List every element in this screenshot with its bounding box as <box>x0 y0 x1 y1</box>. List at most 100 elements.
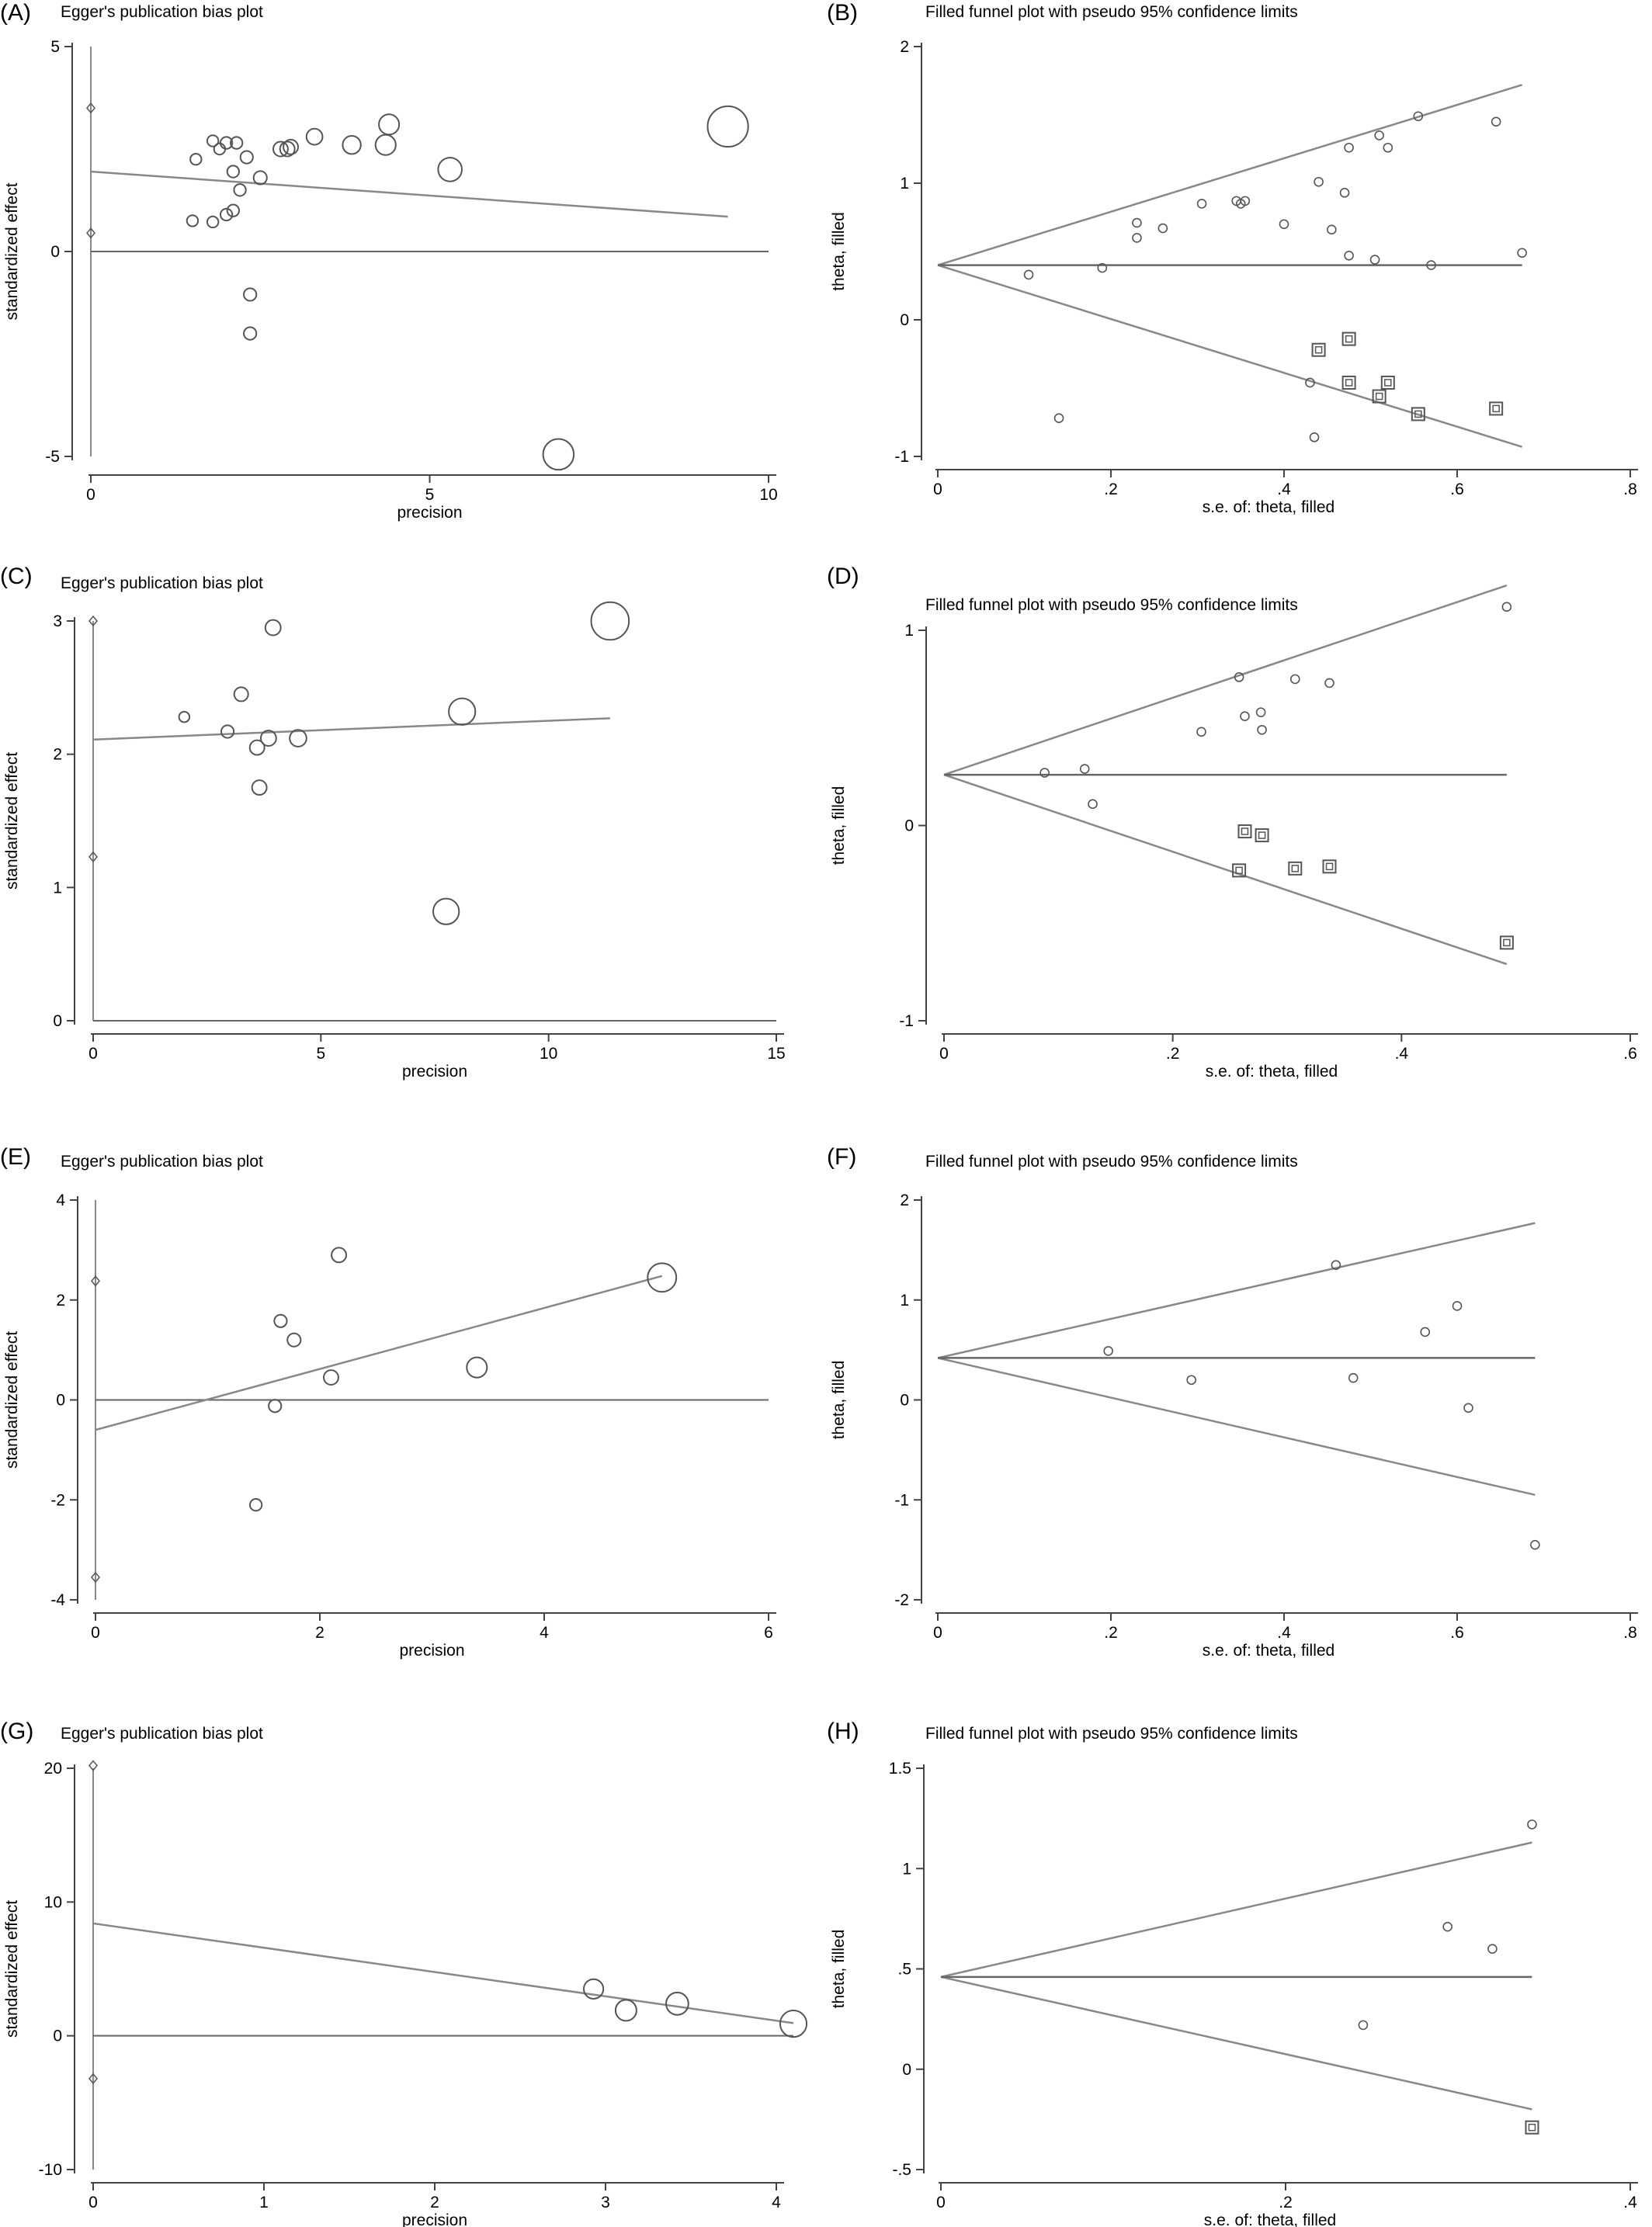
lower-ci-line <box>937 1357 1536 1497</box>
observed-study-point <box>1053 413 1064 424</box>
y-tick-label: 1 <box>900 175 909 193</box>
panel-letter: (G) <box>0 1719 33 1744</box>
study-point <box>264 619 282 637</box>
study-point <box>252 170 268 186</box>
y-axis: 0 1 2 3 standardized effect <box>3 612 75 1030</box>
study-point <box>189 153 203 166</box>
y-axis-label: standardized effect <box>3 752 21 890</box>
study-point <box>226 203 240 217</box>
observed-study-point <box>1039 768 1050 778</box>
panel-e: (E) Egger's publication bias plot 0 2 4 6 prec… <box>0 1144 776 1660</box>
y-tick-label: 2 <box>900 1192 909 1209</box>
y-tick-label: 0 <box>902 2061 911 2079</box>
imputed-study-point <box>1411 407 1425 421</box>
study-point <box>213 142 227 156</box>
study-point <box>251 779 268 796</box>
y-axis-label: theta, filled <box>830 786 848 865</box>
study-point <box>432 897 460 925</box>
x-tick-label: 1 <box>259 2194 269 2211</box>
x-tick-label: 5 <box>316 1045 325 1063</box>
ci-marker <box>86 102 95 114</box>
chart-title: Egger's publication bias plot <box>61 1725 263 1743</box>
y-tick-label: 3 <box>53 612 62 630</box>
imputed-study-point-inner <box>1291 865 1300 872</box>
x-axis-label: s.e. of: theta, filled <box>1203 498 1334 516</box>
panel-h: (H) Filled funnel plot with pseudo 95% co… <box>827 1719 1638 2227</box>
y-tick-label: 5 <box>50 38 60 56</box>
x-tick-label: .6 <box>1450 1624 1464 1642</box>
y-tick-label: -5 <box>45 448 60 466</box>
y-axis: -.5 0 .5 1 1.5 theta, filled <box>830 1760 925 2179</box>
x-tick-label: 3 <box>601 2194 610 2211</box>
y-axis-label: standardized effect <box>3 182 21 320</box>
x-tick-label: 0 <box>939 1045 949 1063</box>
imputed-study-point <box>1341 375 1356 390</box>
panel-d: (D) Filled funnel plot with pseudo 95% co… <box>827 564 1638 1081</box>
y-tick-label: -2 <box>50 1491 65 1509</box>
study-point <box>219 207 234 222</box>
study-point <box>583 1978 605 2000</box>
observed-study-point <box>1132 233 1142 243</box>
lower-ci-line <box>940 1976 1532 2111</box>
study-point <box>259 730 277 747</box>
x-tick-label: 4 <box>540 1624 549 1642</box>
x-tick-label: .4 <box>1623 2194 1637 2211</box>
study-point <box>226 165 240 179</box>
x-tick-label: .2 <box>1104 1624 1118 1642</box>
x-tick-label: 4 <box>772 2194 781 2211</box>
panel-letter: (A) <box>0 0 31 26</box>
study-point <box>206 134 220 147</box>
observed-study-point <box>1132 217 1142 228</box>
chart-title: Filled funnel plot with pseudo 95% confi… <box>925 1153 1298 1171</box>
study-point <box>219 136 234 150</box>
study-point <box>647 1262 678 1293</box>
imputed-study-point <box>1322 859 1337 874</box>
x-tick-label: 0 <box>936 2194 946 2211</box>
y-axis: -1 0 1 theta, filled <box>830 622 927 1030</box>
study-point <box>448 697 477 726</box>
y-axis-label: standardized effect <box>3 1331 21 1469</box>
imputed-study-point-inner <box>1414 410 1422 418</box>
imputed-study-point <box>1232 863 1247 878</box>
panel-letter: (C) <box>0 564 33 589</box>
x-tick-label: 0 <box>91 1624 100 1642</box>
y-tick-label: 20 <box>44 1760 62 1778</box>
observed-study-point <box>1257 724 1267 735</box>
y-axis-label: standardized effect <box>3 1900 21 2038</box>
y-tick-label: 2 <box>900 38 909 56</box>
x-tick-label: 2 <box>315 1624 324 1642</box>
x-tick-label: 0 <box>88 2194 98 2211</box>
observed-study-point <box>1088 799 1098 810</box>
study-point <box>268 1399 283 1414</box>
study-point <box>706 105 749 148</box>
study-point <box>437 157 463 182</box>
imputed-study-point-inner <box>1375 392 1383 401</box>
imputed-study-point-inner <box>1235 866 1243 875</box>
imputed-study-point <box>1237 824 1252 839</box>
observed-study-point <box>1348 1372 1359 1383</box>
observed-study-point <box>1374 130 1384 140</box>
x-tick-label: 10 <box>759 486 777 504</box>
y-tick-label: -.5 <box>892 2161 911 2179</box>
x-axis-label: precision <box>399 1642 464 1660</box>
study-point <box>273 1313 288 1328</box>
regression-line <box>90 170 728 218</box>
imputed-study-point-inner <box>1241 827 1249 835</box>
observed-study-point <box>1097 262 1108 273</box>
observed-study-point <box>1339 188 1350 198</box>
chart-title: Filled funnel plot with pseudo 95% confi… <box>925 3 1298 21</box>
observed-study-point <box>1196 199 1207 209</box>
imputed-study-point <box>1380 375 1395 390</box>
study-point <box>230 136 244 150</box>
imputed-study-point <box>1499 935 1514 950</box>
x-tick-label: .2 <box>1279 2194 1293 2211</box>
y-tick-label: 0 <box>53 1012 62 1030</box>
y-axis-label: theta, filled <box>830 1930 848 2009</box>
y-tick-label: -1 <box>899 1012 914 1030</box>
x-axis: 0 1 2 3 4 precision <box>88 2182 784 2227</box>
ci-marker <box>88 851 98 863</box>
study-point <box>779 2010 808 2038</box>
observed-study-point <box>1103 1346 1113 1356</box>
